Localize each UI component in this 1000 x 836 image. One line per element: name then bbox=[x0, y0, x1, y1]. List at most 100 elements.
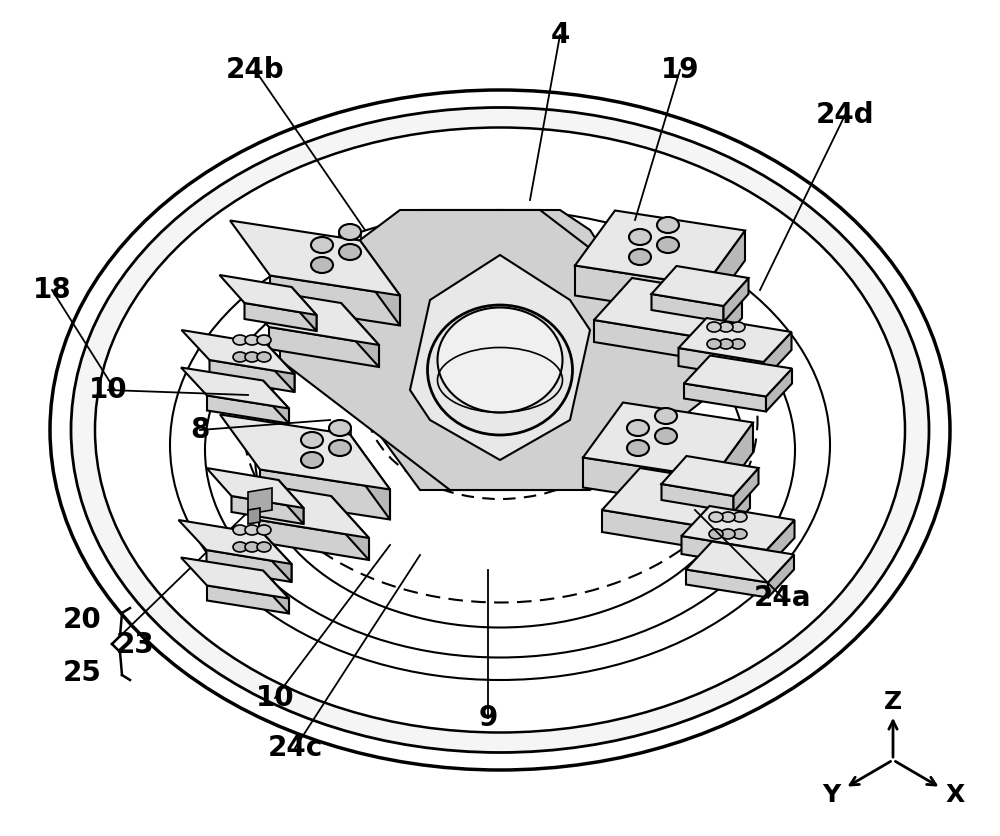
Polygon shape bbox=[684, 355, 792, 396]
Ellipse shape bbox=[733, 512, 747, 522]
Text: 25: 25 bbox=[63, 659, 101, 687]
Polygon shape bbox=[181, 558, 289, 599]
Polygon shape bbox=[602, 468, 750, 528]
Text: 4: 4 bbox=[550, 21, 570, 49]
Polygon shape bbox=[678, 318, 792, 362]
Polygon shape bbox=[263, 380, 289, 424]
Ellipse shape bbox=[329, 420, 351, 436]
Ellipse shape bbox=[50, 90, 950, 770]
Ellipse shape bbox=[627, 440, 649, 456]
Polygon shape bbox=[724, 278, 748, 322]
Ellipse shape bbox=[709, 512, 723, 522]
Polygon shape bbox=[178, 520, 292, 564]
Polygon shape bbox=[594, 320, 704, 360]
Ellipse shape bbox=[655, 408, 677, 424]
Ellipse shape bbox=[245, 542, 259, 552]
Ellipse shape bbox=[233, 352, 247, 362]
Polygon shape bbox=[652, 266, 748, 306]
Polygon shape bbox=[269, 327, 379, 367]
Ellipse shape bbox=[257, 542, 271, 552]
Polygon shape bbox=[712, 486, 750, 550]
Polygon shape bbox=[341, 303, 379, 367]
Ellipse shape bbox=[245, 335, 259, 345]
Text: 24a: 24a bbox=[754, 584, 812, 612]
Polygon shape bbox=[686, 542, 794, 583]
Ellipse shape bbox=[311, 237, 333, 253]
Polygon shape bbox=[181, 368, 289, 409]
Polygon shape bbox=[766, 369, 792, 411]
Ellipse shape bbox=[629, 229, 651, 245]
Text: 19: 19 bbox=[661, 56, 699, 84]
Polygon shape bbox=[231, 285, 379, 345]
Ellipse shape bbox=[339, 224, 361, 240]
Polygon shape bbox=[266, 344, 294, 392]
Text: Y: Y bbox=[822, 783, 840, 807]
Polygon shape bbox=[682, 506, 794, 550]
Text: 8: 8 bbox=[190, 416, 210, 444]
Ellipse shape bbox=[733, 529, 747, 539]
Ellipse shape bbox=[719, 339, 733, 349]
Polygon shape bbox=[350, 435, 390, 519]
Text: X: X bbox=[945, 783, 965, 807]
Polygon shape bbox=[221, 478, 369, 538]
Polygon shape bbox=[210, 360, 294, 392]
Text: 24d: 24d bbox=[816, 101, 874, 129]
Ellipse shape bbox=[629, 249, 651, 265]
Polygon shape bbox=[264, 534, 292, 582]
Ellipse shape bbox=[311, 257, 333, 273]
Ellipse shape bbox=[657, 237, 679, 253]
Text: 18: 18 bbox=[33, 276, 71, 304]
Ellipse shape bbox=[721, 512, 735, 522]
Polygon shape bbox=[583, 457, 713, 507]
Polygon shape bbox=[575, 211, 745, 286]
Polygon shape bbox=[292, 287, 316, 331]
Ellipse shape bbox=[257, 335, 271, 345]
Polygon shape bbox=[310, 210, 680, 490]
Polygon shape bbox=[360, 241, 400, 325]
Polygon shape bbox=[713, 422, 753, 507]
Polygon shape bbox=[652, 294, 724, 322]
Polygon shape bbox=[270, 276, 400, 325]
Polygon shape bbox=[594, 278, 742, 338]
Ellipse shape bbox=[655, 428, 677, 444]
Polygon shape bbox=[684, 384, 766, 411]
Polygon shape bbox=[232, 496, 304, 524]
Text: 9: 9 bbox=[478, 704, 498, 732]
Polygon shape bbox=[734, 468, 759, 512]
Polygon shape bbox=[248, 488, 272, 514]
Ellipse shape bbox=[707, 339, 721, 349]
Polygon shape bbox=[768, 554, 794, 598]
Text: 20: 20 bbox=[63, 606, 101, 634]
Polygon shape bbox=[260, 470, 390, 519]
Polygon shape bbox=[220, 415, 390, 490]
Polygon shape bbox=[259, 520, 369, 560]
Ellipse shape bbox=[245, 352, 259, 362]
Ellipse shape bbox=[233, 335, 247, 345]
Polygon shape bbox=[686, 569, 768, 598]
Ellipse shape bbox=[95, 128, 905, 732]
Text: 10: 10 bbox=[256, 684, 294, 712]
Text: 24b: 24b bbox=[226, 56, 284, 84]
Ellipse shape bbox=[438, 308, 562, 412]
Polygon shape bbox=[705, 231, 745, 315]
Ellipse shape bbox=[731, 322, 745, 332]
Ellipse shape bbox=[233, 525, 247, 535]
Text: 23: 23 bbox=[116, 631, 154, 659]
Polygon shape bbox=[248, 508, 260, 524]
Ellipse shape bbox=[709, 529, 723, 539]
Polygon shape bbox=[220, 275, 316, 315]
Polygon shape bbox=[410, 255, 590, 460]
Ellipse shape bbox=[428, 305, 572, 435]
Polygon shape bbox=[704, 296, 742, 360]
Ellipse shape bbox=[257, 352, 271, 362]
Ellipse shape bbox=[627, 420, 649, 436]
Polygon shape bbox=[662, 484, 734, 512]
Polygon shape bbox=[764, 332, 792, 380]
Polygon shape bbox=[767, 520, 794, 568]
Polygon shape bbox=[678, 348, 764, 380]
Polygon shape bbox=[682, 536, 767, 568]
Ellipse shape bbox=[707, 322, 721, 332]
Polygon shape bbox=[575, 266, 705, 315]
Text: 10: 10 bbox=[89, 376, 127, 404]
Ellipse shape bbox=[329, 440, 351, 456]
